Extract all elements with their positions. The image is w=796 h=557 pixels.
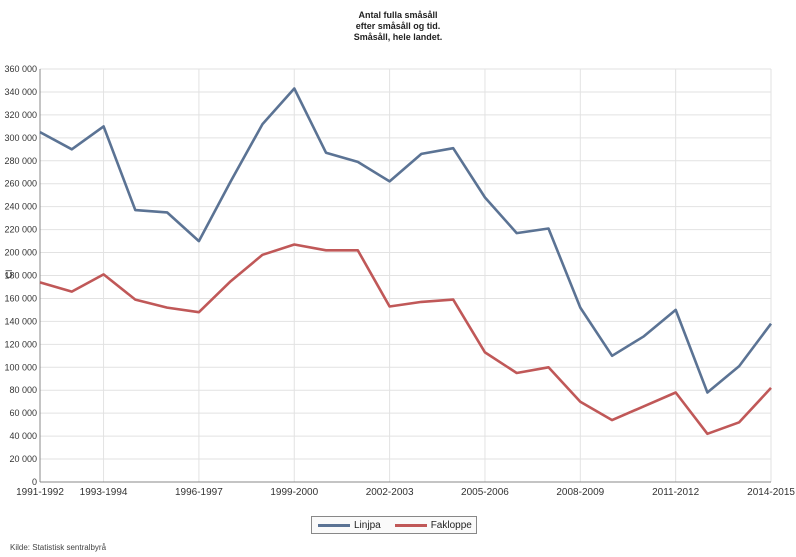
y-tick-label: 60 000 xyxy=(9,408,37,418)
x-tick-label: 2011-2012 xyxy=(652,487,700,498)
x-tick-label: 2005-2006 xyxy=(461,487,509,498)
title-line-0: Antal fulla småsåll xyxy=(358,10,437,20)
y-tick-label: 160 000 xyxy=(4,293,37,303)
series-line-fakloppe xyxy=(39,243,772,436)
y-tick-labels: 0 20 000 40 000 60 000 80 000 100 000 120 000 1… xyxy=(4,64,37,487)
y-tick-label: 240 000 xyxy=(4,202,37,212)
y-tick-label: 200 000 xyxy=(4,248,37,258)
y-tick-label: 360 000 xyxy=(4,64,37,74)
y-tick-label: 20 000 xyxy=(9,454,37,464)
y-tick-label: 120 000 xyxy=(4,339,37,349)
x-tick-label: 1996-1997 xyxy=(175,487,223,498)
y-tick-label: 320 000 xyxy=(4,110,37,120)
axes xyxy=(39,69,771,483)
series-line-linjpa xyxy=(39,87,773,394)
series-lines xyxy=(39,87,773,436)
legend-item-linjpa: Linjpa xyxy=(318,520,381,531)
x-tick-labels: 1991-1992 1993-1994 1996-1997 1999-2000 2002… xyxy=(16,487,795,498)
legend-label-fakloppe: Fakloppe xyxy=(430,519,472,531)
x-tick-label: 2008-2009 xyxy=(556,487,604,498)
x-tick-label: 2014-2015 xyxy=(747,487,795,498)
source-note: Kilde: Statistisk sentralbyrå xyxy=(10,543,107,552)
y-tick-label: 140 000 xyxy=(4,316,37,326)
legend-item-fakloppe: Fakloppe xyxy=(394,519,472,531)
x-tick-label: 2002-2003 xyxy=(366,487,414,498)
y-tick-label: 100 000 xyxy=(4,362,37,372)
legend-swatch-fakloppe xyxy=(394,523,427,527)
title-line-2: Småsåll, hele landet. xyxy=(354,32,443,42)
y-tick-label: 260 000 xyxy=(4,179,37,189)
y-tick-label: 220 000 xyxy=(4,225,37,235)
x-tick-label: 1991-1992 xyxy=(16,487,64,498)
y-axis-label: Cl xyxy=(4,270,14,279)
legend-label-linjpa: Linjpa xyxy=(354,519,381,531)
legend-swatch-linjpa xyxy=(318,523,350,527)
grid xyxy=(39,68,772,483)
y-tick-label: 280 000 xyxy=(4,156,37,166)
y-tick-label: 180 000 xyxy=(4,271,37,281)
y-tick-label: 40 000 xyxy=(9,431,37,441)
y-tick-label: 300 000 xyxy=(4,133,37,143)
y-tick-label: 340 000 xyxy=(4,87,37,97)
title-line-1: efter småsåll og tid. xyxy=(356,21,441,31)
y-tick-label: 80 000 xyxy=(9,385,37,395)
y-tick-label: 0 xyxy=(32,477,37,487)
x-tick-label: 1999-2000 xyxy=(270,487,318,498)
x-tick-label: 1993-1994 xyxy=(80,487,128,498)
legend: Linjpa Fakloppe xyxy=(311,516,477,534)
